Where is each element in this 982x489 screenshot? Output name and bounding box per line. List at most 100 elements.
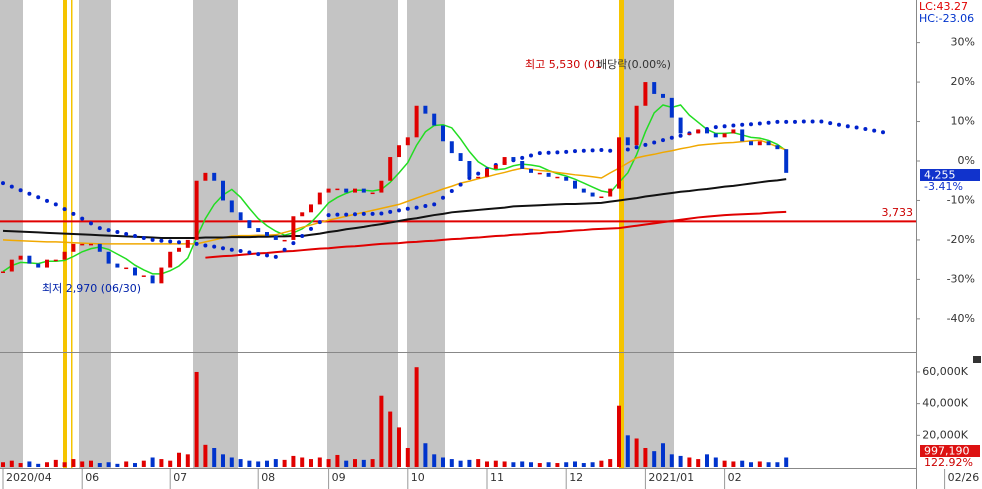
lagging-span-dot (555, 150, 560, 155)
lagging-span-dot (537, 151, 542, 156)
lagging-span-dot (1, 181, 5, 186)
lagging-span-dot (661, 138, 665, 143)
last-price: 4,255 (924, 169, 956, 182)
candle (45, 259, 49, 268)
candle (194, 180, 199, 240)
close-button[interactable] (973, 356, 981, 363)
lagging-span-dot (141, 235, 146, 240)
candle (634, 105, 639, 146)
volume-bar (291, 455, 296, 467)
candle (388, 157, 393, 181)
volume-bar (467, 459, 472, 467)
lagging-span-dot (573, 149, 577, 154)
lc-label: LC:43.27 (919, 0, 968, 13)
volume-bar (485, 461, 489, 467)
volume-bar (502, 461, 507, 467)
lagging-span-dot (784, 119, 789, 124)
lagging-span-dot (71, 211, 76, 216)
candle (397, 145, 401, 158)
lagging-span-dot (124, 232, 129, 237)
x-tick-label: 11 (490, 471, 504, 484)
y-tick-label: 40,000K (922, 397, 968, 410)
candle (247, 220, 252, 229)
candle (53, 259, 58, 262)
lagging-span-dot (634, 145, 639, 150)
candle (97, 243, 102, 252)
volume-bar (511, 462, 516, 467)
x-tick-label: 02 (728, 471, 742, 484)
hc-label: HC:-23.06 (919, 12, 974, 25)
lagging-span-dot (441, 195, 445, 200)
candle (326, 188, 331, 193)
volume-bar (370, 459, 375, 467)
volume-bar (678, 455, 683, 467)
x-tick-label: 06 (85, 471, 99, 484)
volume-bar (546, 462, 551, 467)
moving-average (2, 104, 787, 275)
x-tick-label: 2020/04 (6, 471, 52, 484)
volume-bar (203, 444, 208, 467)
candle (555, 176, 560, 179)
lagging-span-dot (397, 208, 401, 213)
lagging-span-dot (62, 207, 67, 212)
lagging-span-dot (775, 119, 780, 124)
lagging-span-dot (793, 119, 797, 124)
lagging-span-dot (625, 147, 630, 152)
volume-bar (643, 447, 648, 467)
volume-bar (53, 459, 58, 467)
volume-bar (590, 462, 595, 467)
volume-bar (634, 438, 639, 467)
volume-bar (625, 435, 630, 467)
lagging-span-dot (731, 123, 736, 128)
volume-bar (36, 463, 41, 467)
volume-bar (405, 447, 410, 467)
candle (520, 161, 525, 169)
volume-bar (115, 463, 120, 467)
volume-bar (388, 411, 393, 467)
volume-bar (133, 463, 137, 467)
lagging-span-dot (256, 252, 261, 257)
lagging-span-dot (520, 155, 525, 160)
volume-bar (555, 463, 560, 467)
candle (361, 188, 366, 193)
candle (661, 93, 665, 98)
candle (71, 243, 76, 252)
candle (590, 192, 595, 197)
lagging-span-dot (749, 122, 753, 127)
last-volume-box (920, 445, 980, 457)
volume-bar (18, 463, 23, 467)
volume-bar (493, 460, 498, 467)
volume-bar (705, 454, 709, 467)
lagging-span-dot (881, 130, 885, 135)
lagging-span-dot (282, 247, 287, 252)
volume-bar (221, 454, 225, 467)
candle (678, 117, 683, 134)
lagging-span-dot (757, 121, 762, 126)
candle (229, 200, 234, 213)
lagging-span-dot (53, 202, 58, 207)
lagging-span-dot (45, 198, 49, 203)
candle (370, 192, 375, 195)
y-tick-label: -20% (947, 233, 975, 246)
x-tick-label: 2021/01 (648, 471, 694, 484)
candle (62, 251, 67, 260)
volume-bar (80, 461, 85, 467)
volume-bar (273, 459, 278, 467)
y-tick-label: 60,000K (922, 365, 968, 378)
y-tick-label: 20% (951, 75, 975, 88)
lagging-span-dot (458, 182, 463, 187)
candle (291, 216, 296, 240)
volume-bar (159, 459, 164, 467)
candle (502, 157, 507, 165)
volume-bar (652, 451, 657, 467)
lagging-span-dot (221, 246, 225, 251)
lagging-span-dot (168, 239, 173, 244)
lagging-span-dot (432, 202, 437, 207)
candle (9, 259, 14, 272)
candle (185, 239, 190, 248)
volume-bar (124, 461, 129, 467)
x-tick-label: 09 (332, 471, 346, 484)
volume-bar (661, 443, 665, 467)
lagging-span-dot (115, 230, 120, 235)
candle (784, 149, 789, 173)
